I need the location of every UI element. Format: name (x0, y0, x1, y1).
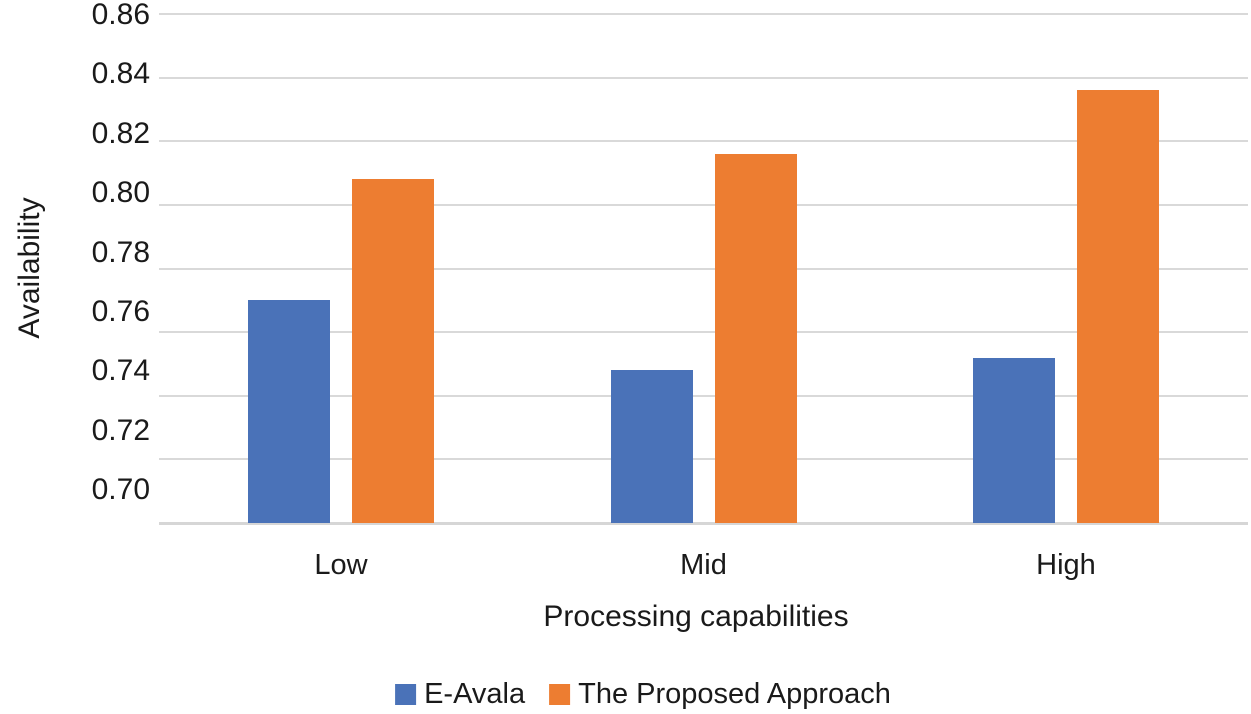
bar-mid-e-avala (610, 370, 693, 523)
y-tick-label: 0.86 (91, 0, 150, 31)
gridline (159, 13, 1248, 15)
y-tick-label: 0.80 (91, 176, 150, 210)
gridline (159, 76, 1248, 79)
x-category-label-low: Low (314, 549, 368, 581)
legend-label: The Proposed Approach (578, 678, 891, 710)
y-tick-label: 0.82 (91, 116, 150, 150)
bar-high-e-avala (973, 357, 1055, 523)
x-axis-line (159, 522, 1248, 525)
legend-swatch-e-avala (395, 683, 417, 705)
y-tick-label: 0.70 (91, 473, 150, 506)
gridline (159, 203, 1248, 206)
legend: E-Avala The Proposed Approach (395, 678, 891, 710)
bar-high-the-proposed-approach (1077, 90, 1159, 523)
bar-low-the-proposed-approach (352, 179, 434, 523)
legend-swatch-the-proposed-approach (549, 683, 571, 705)
y-tick-label: 0.76 (91, 294, 150, 328)
legend-item-e-avala: E-Avala (395, 678, 525, 710)
x-axis-title: Processing capabilities (543, 600, 849, 633)
gridline (159, 140, 1248, 143)
y-tick-label: 0.78 (91, 235, 150, 269)
y-tick-label: 0.74 (91, 354, 150, 388)
x-category-label-mid: Mid (680, 549, 727, 581)
x-category-label-high: High (1036, 549, 1096, 581)
gridline (159, 267, 1248, 270)
gridline (159, 331, 1248, 334)
bar-low-e-avala (248, 300, 330, 523)
gridline (159, 394, 1248, 397)
legend-label: E-Avala (424, 678, 526, 710)
y-tick-label: 0.72 (91, 413, 150, 447)
gridline (159, 458, 1248, 461)
y-tick-label: 0.84 (91, 57, 150, 91)
bar-mid-the-proposed-approach (714, 153, 797, 523)
legend-item-the-proposed-approach: The Proposed Approach (549, 678, 891, 710)
